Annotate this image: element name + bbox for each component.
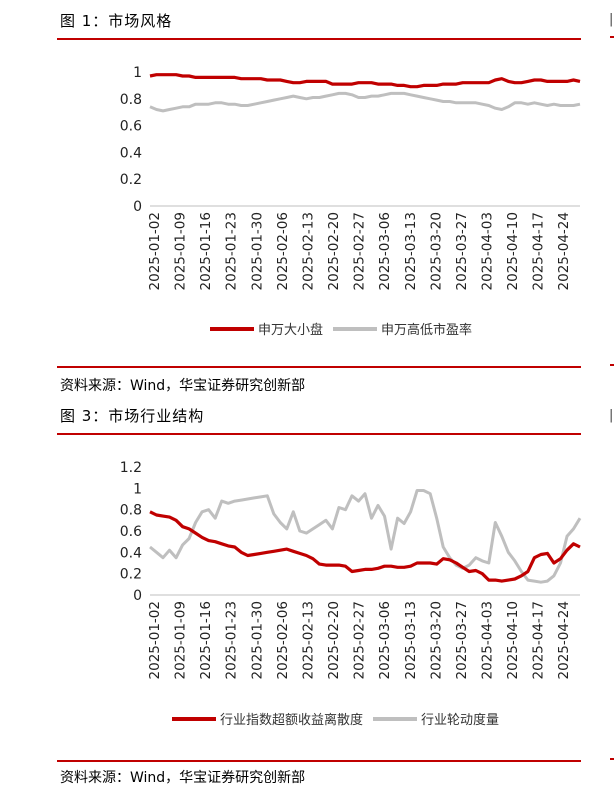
x-tick-label: 2025-03-27 [454,601,470,679]
x-tick-label: 2025-02-06 [275,212,291,290]
legend-label: 行业指数超额收益离散度 [220,712,363,728]
series-line-2 [149,489,582,584]
x-tick-label: 2025-02-13 [300,601,316,679]
x-tick-label: 2025-04-10 [505,212,521,290]
adjacent-rule-fragment [610,36,614,38]
x-tick-label: 2025-01-23 [224,212,240,290]
x-tick-label: 2025-01-02 [147,212,163,290]
figure3-title: 图 3：市场行业结构 [60,407,205,425]
y-tick-label: 0.2 [120,172,142,188]
figure3-chart: 0 0.2 0.4 0.6 0.8 1 1.2 2025-01-02 2025-01-09 202… [120,460,582,728]
figure1-title: 图 1：市场风格 [60,12,173,30]
x-tick-label: 2025-01-16 [198,212,214,290]
figure1-top-rule [57,38,581,40]
y-tick-label: 0.6 [120,524,142,540]
x-tick-label: 2025-02-20 [326,601,342,679]
series-line-2 [149,91,581,113]
x-tick-label: 2025-01-09 [173,601,189,679]
y-tick-label: 0.8 [120,503,142,519]
y-tick-label: 0.2 [120,567,142,583]
x-tick-label: 2025-04-17 [531,212,547,290]
series-line-1 [149,73,581,89]
x-tick-label: 2025-04-03 [479,212,495,290]
figure1-chart: 0 0.2 0.4 0.6 0.8 1 2025-01-02 2025-01-09 2025-0… [120,65,581,338]
legend-label: 申万大小盘 [258,322,323,338]
x-tick-label: 2025-04-24 [556,601,572,679]
x-tick-label: 2025-03-06 [377,601,393,679]
x-tick-label: 2025-01-02 [147,601,163,679]
y-tick-label: 1.2 [120,460,142,476]
figure3-top-rule [57,433,581,435]
x-tick-label: 2025-02-27 [352,601,368,679]
series-line-1 [149,510,581,583]
x-tick-label: 2025-02-13 [300,212,316,290]
y-tick-label: 0 [133,588,142,604]
x-tick-label: 2025-03-27 [454,212,470,290]
x-tick-label: 2025-04-17 [531,601,547,679]
x-tick-label: 2025-02-27 [352,212,368,290]
y-tick-label: 0.8 [120,92,142,108]
x-tick-label: 2025-01-30 [249,212,265,290]
adjacent-rule-fragment [610,364,614,366]
legend-label: 申万高低市盈率 [381,322,472,338]
adjacent-text-fragment: | [609,12,614,27]
y-tick-label: 0 [133,199,142,215]
legend-label: 行业轮动度量 [421,712,499,728]
x-tick-label: 2025-04-03 [479,601,495,679]
figure3-source: 资料来源：Wind，华宝证券研究创新部 [60,770,306,786]
x-tick-label: 2025-03-13 [403,601,419,679]
x-tick-label: 2025-01-16 [198,601,214,679]
x-tick-label: 2025-01-30 [249,601,265,679]
y-tick-label: 0.6 [120,119,142,135]
x-tick-label: 2025-03-06 [377,212,393,290]
x-tick-label: 2025-02-20 [326,212,342,290]
x-tick-label: 2025-04-10 [505,601,521,679]
x-tick-label: 2025-02-06 [275,601,291,679]
y-tick-label: 0.4 [120,545,142,561]
y-tick-label: 1 [133,65,142,81]
x-tick-label: 2025-01-09 [173,212,189,290]
y-tick-label: 1 [133,481,142,497]
x-tick-label: 2025-03-13 [403,212,419,290]
x-tick-label: 2025-03-20 [428,601,444,679]
x-tick-label: 2025-01-23 [224,601,240,679]
figure1-source: 资料来源：Wind，华宝证券研究创新部 [60,378,306,394]
figure3-bottom-rule [57,760,581,762]
adjacent-rule-fragment [610,758,614,760]
adjacent-text-fragment: | [609,408,614,423]
y-tick-label: 0.4 [120,145,142,161]
x-tick-label: 2025-03-20 [428,212,444,290]
x-tick-label: 2025-04-24 [556,212,572,290]
figure1-bottom-rule [57,366,581,368]
